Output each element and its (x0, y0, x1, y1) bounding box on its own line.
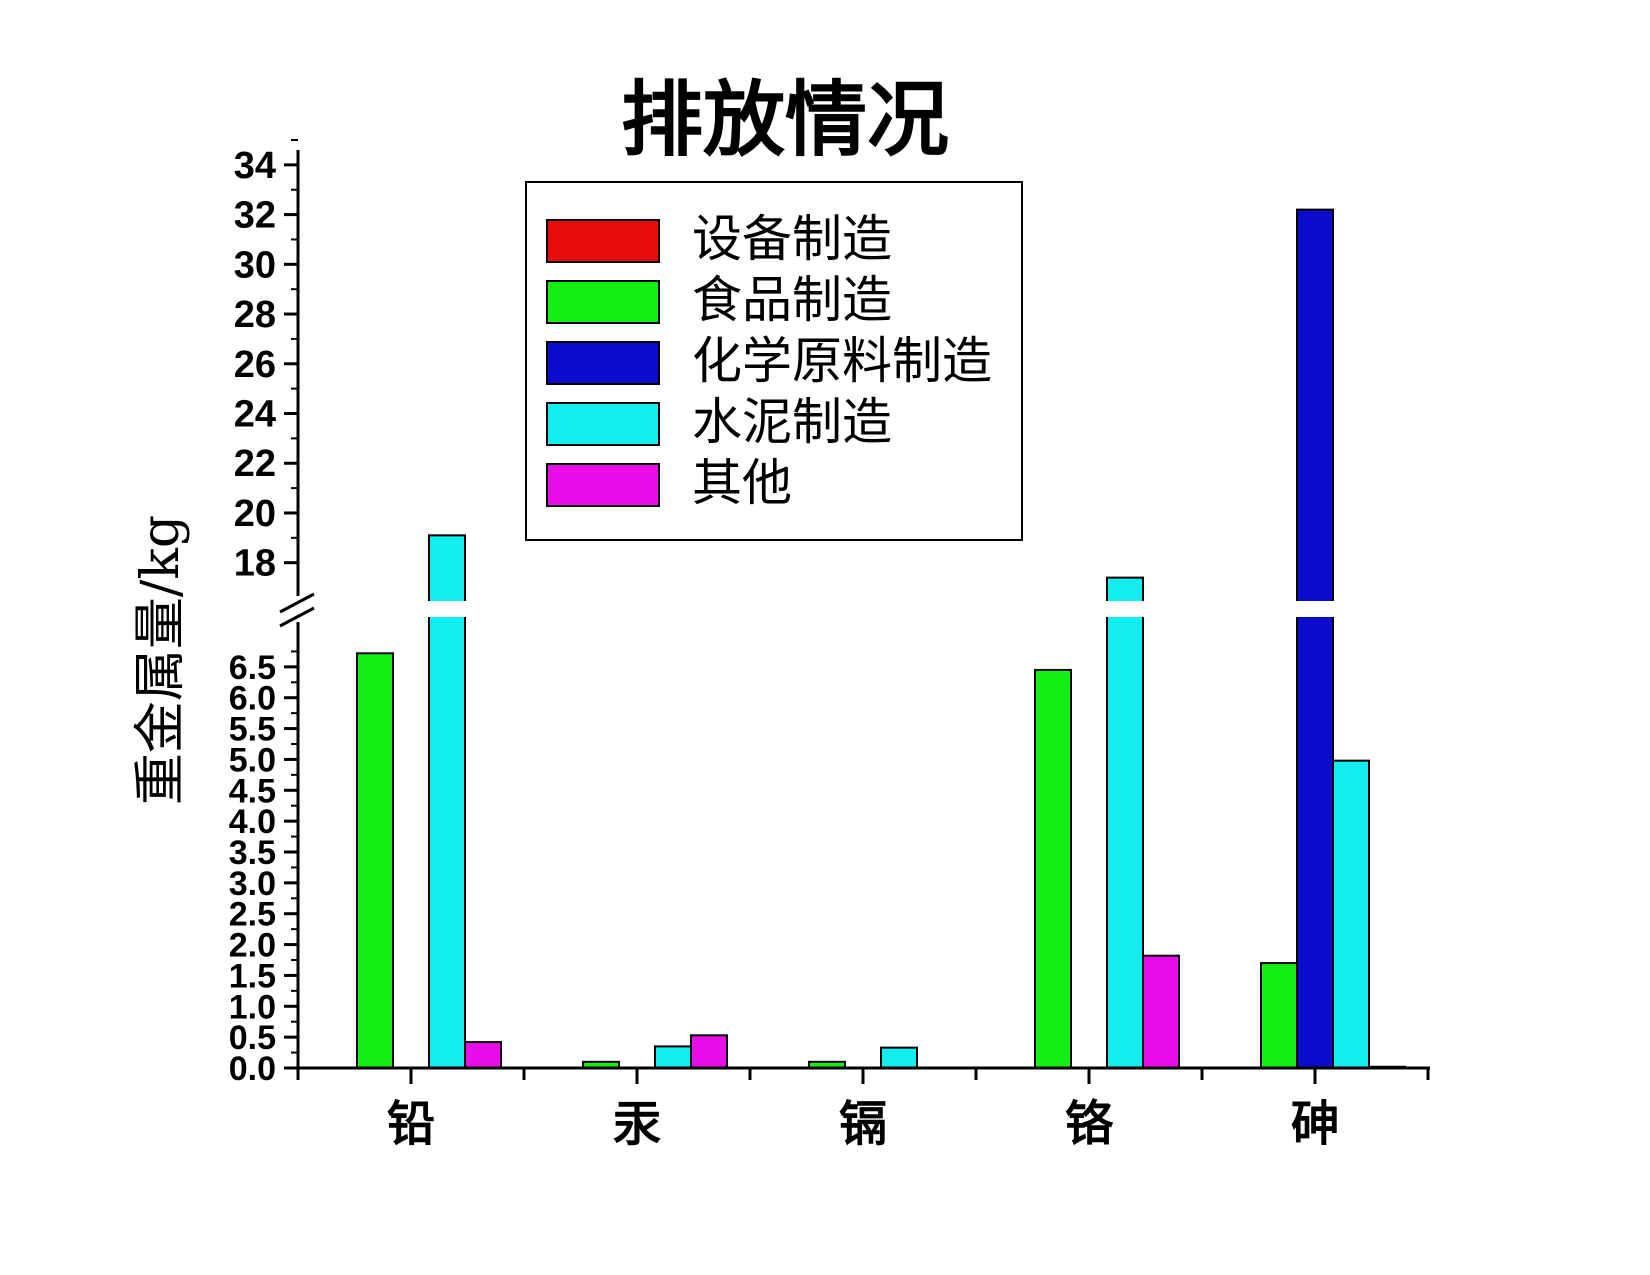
legend-swatch-5 (546, 463, 660, 507)
y-tick-label: 3.5 (229, 834, 276, 872)
bar-break-gap (1105, 601, 1145, 617)
axis-break-mark (279, 592, 315, 614)
bars-layer (356, 208, 1406, 1070)
y-tick-label: 1.5 (229, 957, 276, 995)
y-tick-label: 24 (234, 394, 276, 436)
bar-1-series-5 (464, 1041, 502, 1069)
y-tick-label: 28 (234, 294, 276, 336)
x-category-label: 汞 (613, 1096, 661, 1152)
bar-1-series-4 (428, 534, 466, 1069)
y-tick-label: 5.0 (229, 741, 276, 779)
y-tick-label: 6.5 (229, 649, 276, 687)
y-tick-label: 3.0 (229, 865, 276, 903)
y-tick-label: 26 (234, 344, 276, 386)
y-tick-label: 22 (234, 443, 276, 485)
x-category-label: 铬 (1065, 1096, 1114, 1152)
y-tick-label: 4.0 (229, 803, 276, 841)
bar-break-gap (427, 601, 467, 617)
y-axis-label: 重金属量/kg (131, 515, 191, 805)
y-tick-label: 0.0 (229, 1050, 276, 1088)
legend-swatch-4 (546, 402, 660, 446)
x-category-label: 铅 (387, 1096, 435, 1152)
y-tick-label: 5.5 (229, 711, 276, 749)
legend-label-1: 设备制造 (692, 210, 892, 268)
x-category-label: 镉 (839, 1096, 887, 1152)
y-tick-label: 0.5 (229, 1019, 276, 1057)
legend-label-3: 化学原料制造 (692, 332, 992, 390)
chart-title: 排放情况 (621, 72, 949, 168)
bar-2-series-5 (690, 1034, 728, 1069)
y-tick-label: 4.5 (229, 772, 276, 810)
bar-5-series-4 (1332, 759, 1370, 1069)
x-categories-layer: 铅汞镉铬砷 (296, 1068, 1430, 1152)
legend-label-4: 水泥制造 (692, 393, 892, 451)
legend-swatch-3 (546, 341, 660, 385)
legend-swatch-1 (546, 219, 660, 263)
bar-break-gap (1295, 601, 1335, 617)
bar-4-series-5 (1142, 954, 1180, 1069)
legend-label-5: 其他 (692, 454, 792, 512)
bar-4-series-2 (1034, 668, 1072, 1069)
legend-swatch-2 (546, 280, 660, 324)
legend-label-2: 食品制造 (692, 271, 892, 329)
x-category-label: 砷 (1291, 1096, 1339, 1152)
y-ticks-layer: 0.00.51.01.52.02.53.03.54.04.55.05.56.06… (229, 139, 298, 1088)
y-tick-label: 30 (234, 244, 276, 286)
axis-break-mark (279, 606, 315, 628)
y-tick-label: 1.0 (229, 988, 276, 1026)
bar-4-series-4 (1106, 576, 1144, 1070)
y-tick-label: 2.0 (229, 927, 276, 965)
y-tick-label: 2.5 (229, 896, 276, 934)
y-tick-label: 20 (234, 493, 276, 535)
bar-1-series-2 (356, 652, 394, 1070)
y-tick-label: 6.0 (229, 680, 276, 718)
bar-5-series-2 (1260, 962, 1298, 1069)
bar-5-series-3 (1296, 208, 1334, 1069)
y-tick-label: 18 (234, 543, 276, 585)
y-tick-label: 32 (234, 195, 276, 237)
bar-2-series-4 (654, 1045, 692, 1070)
bar-3-series-4 (880, 1046, 918, 1069)
y-tick-label: 34 (234, 145, 276, 187)
